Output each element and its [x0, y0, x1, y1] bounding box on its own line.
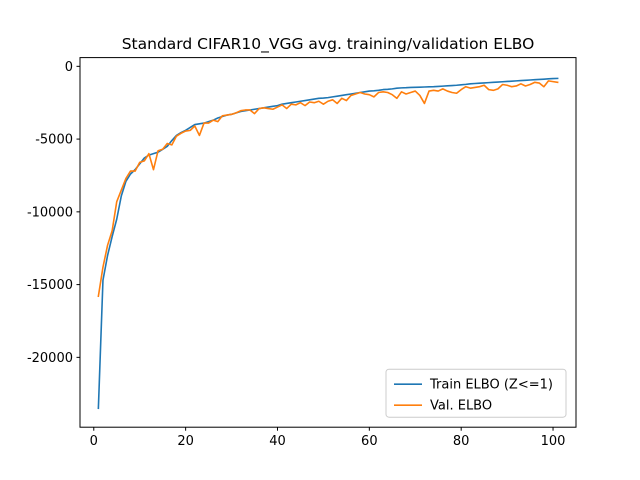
axes-frame: [79, 57, 577, 428]
series-line-train-elbo: [97, 77, 559, 410]
y-tick-label: -10000: [27, 205, 73, 220]
y-tick-label: -5000: [35, 133, 73, 148]
legend: Train ELBO (Z<=1) Val. ELBO: [385, 368, 567, 418]
legend-box: [385, 368, 567, 418]
y-tick-label: 0: [65, 60, 73, 75]
x-tick-label: 20: [177, 434, 194, 449]
x-tick-label: 60: [361, 434, 378, 449]
x-tick-label: 80: [453, 434, 470, 449]
y-tick-label: -15000: [27, 278, 73, 293]
legend-label: Train ELBO (Z<=1): [429, 378, 553, 393]
plot-area: [97, 77, 559, 410]
legend-label: Val. ELBO: [430, 399, 492, 414]
x-axis: 0 20 40 60 80 100: [90, 427, 566, 449]
y-tick-label: -20000: [27, 351, 73, 366]
x-tick-label: 40: [269, 434, 286, 449]
x-tick-label: 100: [541, 434, 566, 449]
series-line-val-elbo: [97, 80, 559, 298]
y-axis: 0 -5000 -10000 -15000 -20000: [27, 60, 80, 366]
chart-title: Standard CIFAR10_VGG avg. training/valid…: [122, 35, 535, 54]
x-tick-label: 0: [90, 434, 98, 449]
